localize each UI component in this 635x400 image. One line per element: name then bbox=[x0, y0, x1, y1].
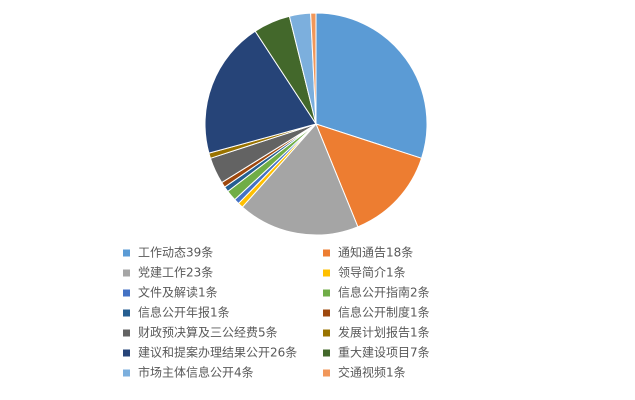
legend-marker bbox=[323, 349, 330, 357]
legend-marker bbox=[123, 369, 130, 377]
pie-slice bbox=[315, 123, 423, 228]
legend-marker bbox=[123, 349, 130, 357]
legend-label: 信息公开制度1条 bbox=[338, 305, 430, 320]
legend-label: 文件及解读1条 bbox=[138, 285, 218, 300]
legend-label: 发展计划报告1条 bbox=[338, 325, 430, 340]
pie-slice bbox=[315, 12, 428, 159]
legend-label: 信息公开年报1条 bbox=[138, 305, 230, 320]
legend-marker bbox=[123, 249, 130, 257]
legend-marker bbox=[123, 309, 130, 317]
legend-marker bbox=[323, 329, 330, 337]
legend-label: 交通视频1条 bbox=[338, 365, 406, 380]
legend-marker bbox=[323, 309, 330, 317]
legend-marker bbox=[123, 329, 130, 337]
legend-label: 工作动态39条 bbox=[138, 246, 213, 260]
legend-marker bbox=[323, 369, 330, 377]
legend-label: 通知通告18条 bbox=[338, 246, 413, 260]
legend-marker bbox=[323, 289, 330, 297]
legend-marker bbox=[123, 269, 130, 277]
pie-slice bbox=[204, 30, 317, 154]
legend-label: 党建工作23条 bbox=[138, 265, 213, 280]
legend-label: 领导简介1条 bbox=[338, 266, 406, 280]
legend-marker bbox=[323, 269, 330, 277]
legend-label: 信息公开指南2条 bbox=[338, 285, 430, 300]
pie-slice bbox=[310, 12, 317, 125]
legend-label: 重大建设项目7条 bbox=[338, 346, 430, 360]
legend-marker bbox=[123, 289, 130, 297]
legend-label: 建议和提案办理结果公开26条 bbox=[138, 345, 297, 360]
legend-label: 市场主体信息公开4条 bbox=[138, 365, 254, 380]
legend-label: 财政预决算及三公经费5条 bbox=[138, 325, 278, 340]
legend-marker bbox=[323, 249, 330, 257]
pie-slice bbox=[241, 123, 359, 236]
